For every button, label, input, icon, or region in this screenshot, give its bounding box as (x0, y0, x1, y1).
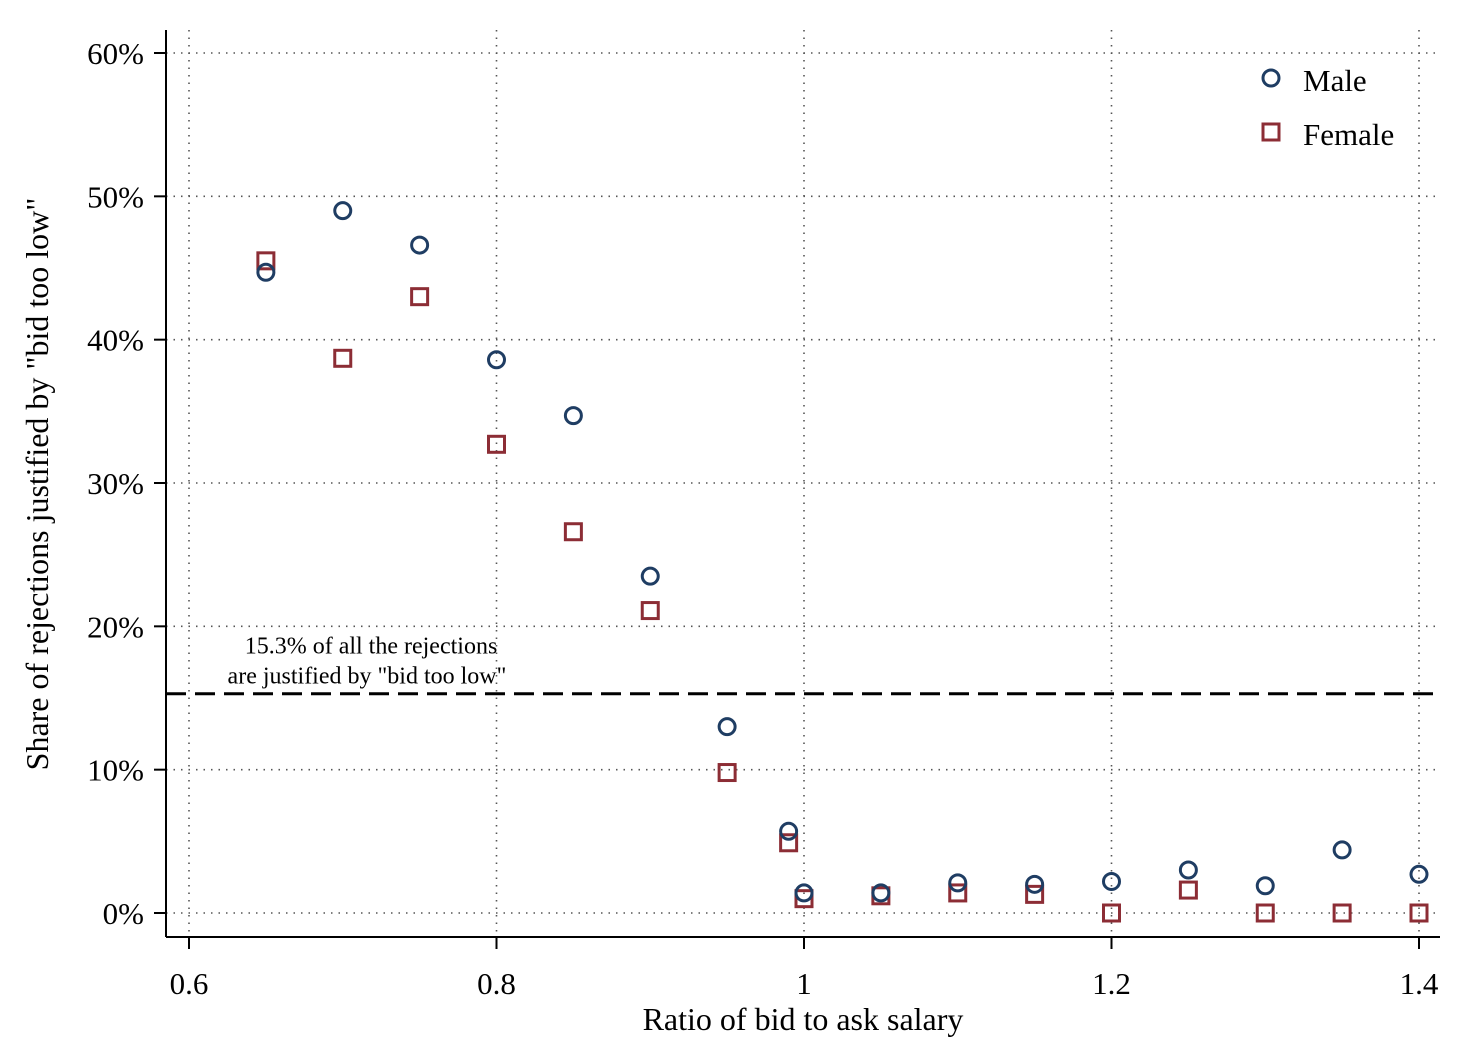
legend: Male Female (1261, 63, 1394, 152)
female-point (1102, 903, 1121, 923)
male-point (871, 883, 891, 903)
x-tick-label: 1.4 (1400, 966, 1439, 1001)
legend-label-female: Female (1303, 117, 1394, 152)
y-tick-label: 40% (87, 323, 144, 358)
male-point (794, 883, 814, 903)
female-point (410, 287, 430, 307)
male-point (410, 235, 430, 255)
y-tick-label: 30% (87, 466, 144, 501)
x-axis-title: Ratio of bid to ask salary (643, 1001, 964, 1037)
male-point (333, 201, 353, 221)
male-point (1178, 860, 1198, 880)
male-point (1255, 876, 1275, 896)
x-tick-label: 0.6 (170, 966, 209, 1001)
y-tick-label: 60% (87, 36, 144, 71)
male-point (256, 262, 276, 282)
male-point (640, 566, 660, 586)
female-point (779, 833, 799, 853)
male-point (717, 717, 737, 737)
legend-marker-male (1261, 68, 1281, 88)
reference-line-group: 15.3% of all the rejections are justified… (166, 634, 1440, 696)
female-point (794, 889, 814, 909)
grid-lines (166, 30, 1440, 937)
male-point (1102, 871, 1121, 891)
male-point (779, 821, 799, 841)
female-point (640, 601, 660, 621)
female-point (1025, 884, 1045, 904)
reference-annotation-line-2: are justified by "bid too low" (228, 664, 507, 690)
female-point (948, 883, 968, 903)
reference-annotation-line-1: 15.3% of all the rejections (245, 634, 498, 660)
female-point (333, 348, 353, 368)
male-point (1332, 840, 1352, 860)
y-tick-label: 0% (103, 896, 144, 931)
y-tick-label: 10% (87, 753, 144, 788)
y-tick-label: 50% (87, 179, 144, 214)
female-point (487, 434, 506, 454)
male-point (948, 873, 968, 893)
female-point (717, 763, 737, 783)
female-point (1255, 903, 1275, 923)
female-point (1178, 880, 1198, 900)
male-point (1409, 864, 1429, 884)
male-point (1025, 874, 1045, 894)
x-tick-label: 0.8 (477, 966, 516, 1001)
female-point (1332, 903, 1352, 923)
legend-label-male: Male (1303, 63, 1367, 98)
x-tick-label: 1 (796, 966, 812, 1001)
male-point (563, 406, 583, 426)
female-point (1409, 903, 1429, 923)
y-axis-title: Share of rejections justified by "bid to… (19, 198, 55, 771)
male-point (487, 350, 506, 370)
data-points (256, 201, 1429, 923)
axes: 0.6 0.8 1 1.2 1.4 0% 10% 20% 30% 40% 50% 60% (87, 30, 1440, 1001)
x-tick-label: 1.2 (1092, 966, 1131, 1001)
y-tick-label: 20% (87, 609, 144, 644)
legend-marker-female (1261, 122, 1281, 142)
female-point (256, 251, 276, 271)
female-point (563, 522, 583, 542)
